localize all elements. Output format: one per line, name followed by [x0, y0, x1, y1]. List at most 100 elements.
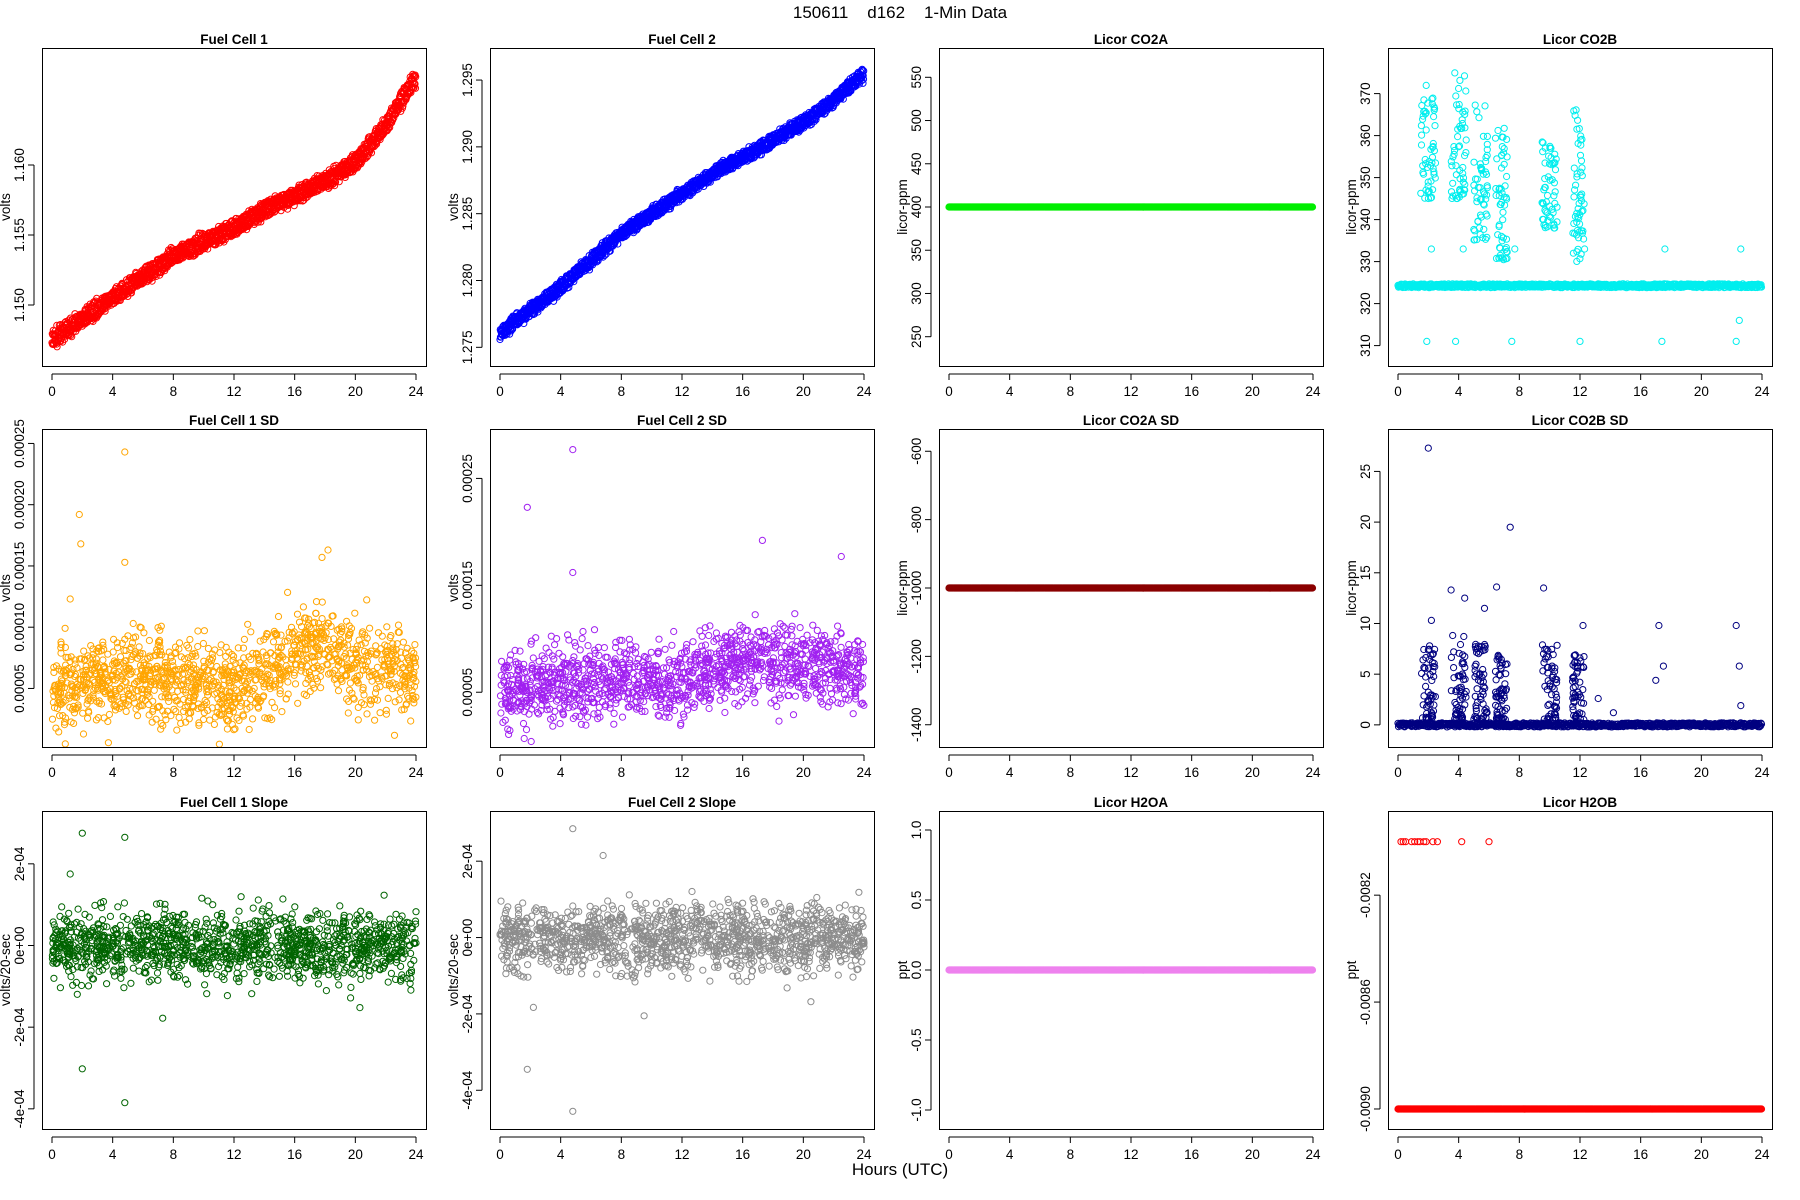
y-tick-label: 1.290 — [460, 130, 475, 164]
x-tick-label: 12 — [1123, 384, 1138, 399]
data-point — [1578, 190, 1586, 198]
data-point — [1508, 337, 1516, 345]
data-point — [410, 649, 418, 657]
x-tick-label: 4 — [557, 384, 565, 399]
data-point — [1552, 155, 1560, 163]
data-point — [1575, 199, 1583, 208]
data-point — [1493, 155, 1501, 163]
data-point — [276, 687, 284, 695]
data-points — [496, 65, 868, 344]
data-point — [1425, 187, 1433, 195]
data-point — [1502, 235, 1511, 243]
x-tick-label: 4 — [1006, 384, 1014, 399]
y-axis — [476, 79, 483, 348]
x-tick-label: 12 — [674, 384, 689, 399]
panel-title: Licor CO2B — [1543, 32, 1618, 47]
data-point — [1473, 198, 1481, 206]
data-point — [79, 730, 88, 738]
data-point — [1462, 136, 1470, 144]
data-point — [1461, 110, 1469, 119]
data-point — [246, 695, 254, 704]
data-point — [1575, 228, 1583, 236]
data-point — [1501, 201, 1509, 209]
y-tick-label: 360 — [1358, 124, 1373, 147]
data-point — [1480, 201, 1488, 209]
data-point — [1461, 180, 1469, 189]
data-point — [1576, 255, 1584, 263]
y-tick-label: 250 — [909, 325, 924, 348]
y-tick-label: 550 — [909, 66, 924, 89]
x-tick-label: 16 — [735, 384, 750, 399]
data-point — [1431, 174, 1439, 182]
data-point — [1732, 337, 1740, 345]
data-point — [1421, 110, 1430, 118]
y-tick-label: 320 — [1358, 292, 1373, 315]
data-point — [1427, 145, 1435, 153]
y-tick-label: 1.160 — [12, 148, 27, 182]
data-point — [1459, 174, 1468, 182]
data-point — [1474, 217, 1482, 225]
data-point — [1577, 136, 1585, 144]
x-tick-label: 0 — [496, 384, 504, 399]
data-point — [1483, 184, 1492, 192]
y-tick-label: 350 — [1358, 166, 1373, 189]
data-point — [1491, 134, 1500, 142]
data-point — [1550, 224, 1558, 232]
data-point — [1427, 193, 1436, 201]
data-point — [1577, 168, 1585, 176]
data-point — [592, 254, 600, 262]
plot-frame — [42, 48, 427, 367]
data-point — [1462, 149, 1470, 157]
data-point — [1573, 170, 1581, 178]
data-point — [1308, 203, 1317, 211]
data-point — [1482, 210, 1490, 218]
data-point — [1575, 125, 1583, 133]
data-point — [1422, 81, 1430, 90]
x-tick-label: 20 — [1694, 384, 1709, 399]
data-point — [1578, 164, 1586, 172]
data-points — [48, 448, 420, 748]
y-axis-label: volts — [0, 193, 13, 221]
data-point — [363, 153, 371, 161]
data-point — [50, 668, 58, 676]
data-point — [341, 173, 349, 181]
data-point — [411, 80, 419, 88]
data-point — [1473, 175, 1481, 183]
data-point — [1417, 189, 1425, 197]
data-point — [1455, 100, 1463, 109]
x-tick-label: 16 — [1633, 384, 1648, 399]
y-tick-label: 370 — [1358, 82, 1373, 105]
data-point — [1546, 144, 1554, 152]
data-point — [68, 333, 76, 341]
data-point — [1459, 245, 1467, 253]
data-point — [1551, 166, 1560, 174]
data-point — [1419, 112, 1427, 120]
data-point — [1452, 194, 1461, 203]
data-point — [152, 272, 160, 280]
data-point — [1496, 251, 1504, 259]
data-point — [186, 635, 194, 644]
x-tick-label: 8 — [1067, 384, 1075, 399]
data-point — [1498, 133, 1506, 141]
data-point — [1460, 186, 1468, 194]
data-point — [1549, 209, 1557, 217]
x-tick-label: 8 — [170, 384, 178, 399]
x-tick-label: 4 — [1455, 384, 1463, 399]
data-point — [1550, 179, 1558, 187]
y-tick-label: 330 — [1358, 250, 1373, 273]
data-point — [1483, 233, 1491, 241]
data-point — [1431, 122, 1439, 130]
data-point — [1417, 141, 1426, 149]
data-point — [194, 627, 202, 635]
y-tick-label: 1.155 — [12, 218, 27, 252]
data-point — [1478, 165, 1486, 174]
data-point — [1570, 193, 1578, 201]
y-tick-label: 1.280 — [460, 264, 475, 298]
data-point — [97, 670, 105, 678]
data-point — [520, 319, 528, 328]
data-point — [1551, 188, 1559, 196]
data-point — [1572, 181, 1580, 189]
data-point — [1470, 236, 1478, 244]
